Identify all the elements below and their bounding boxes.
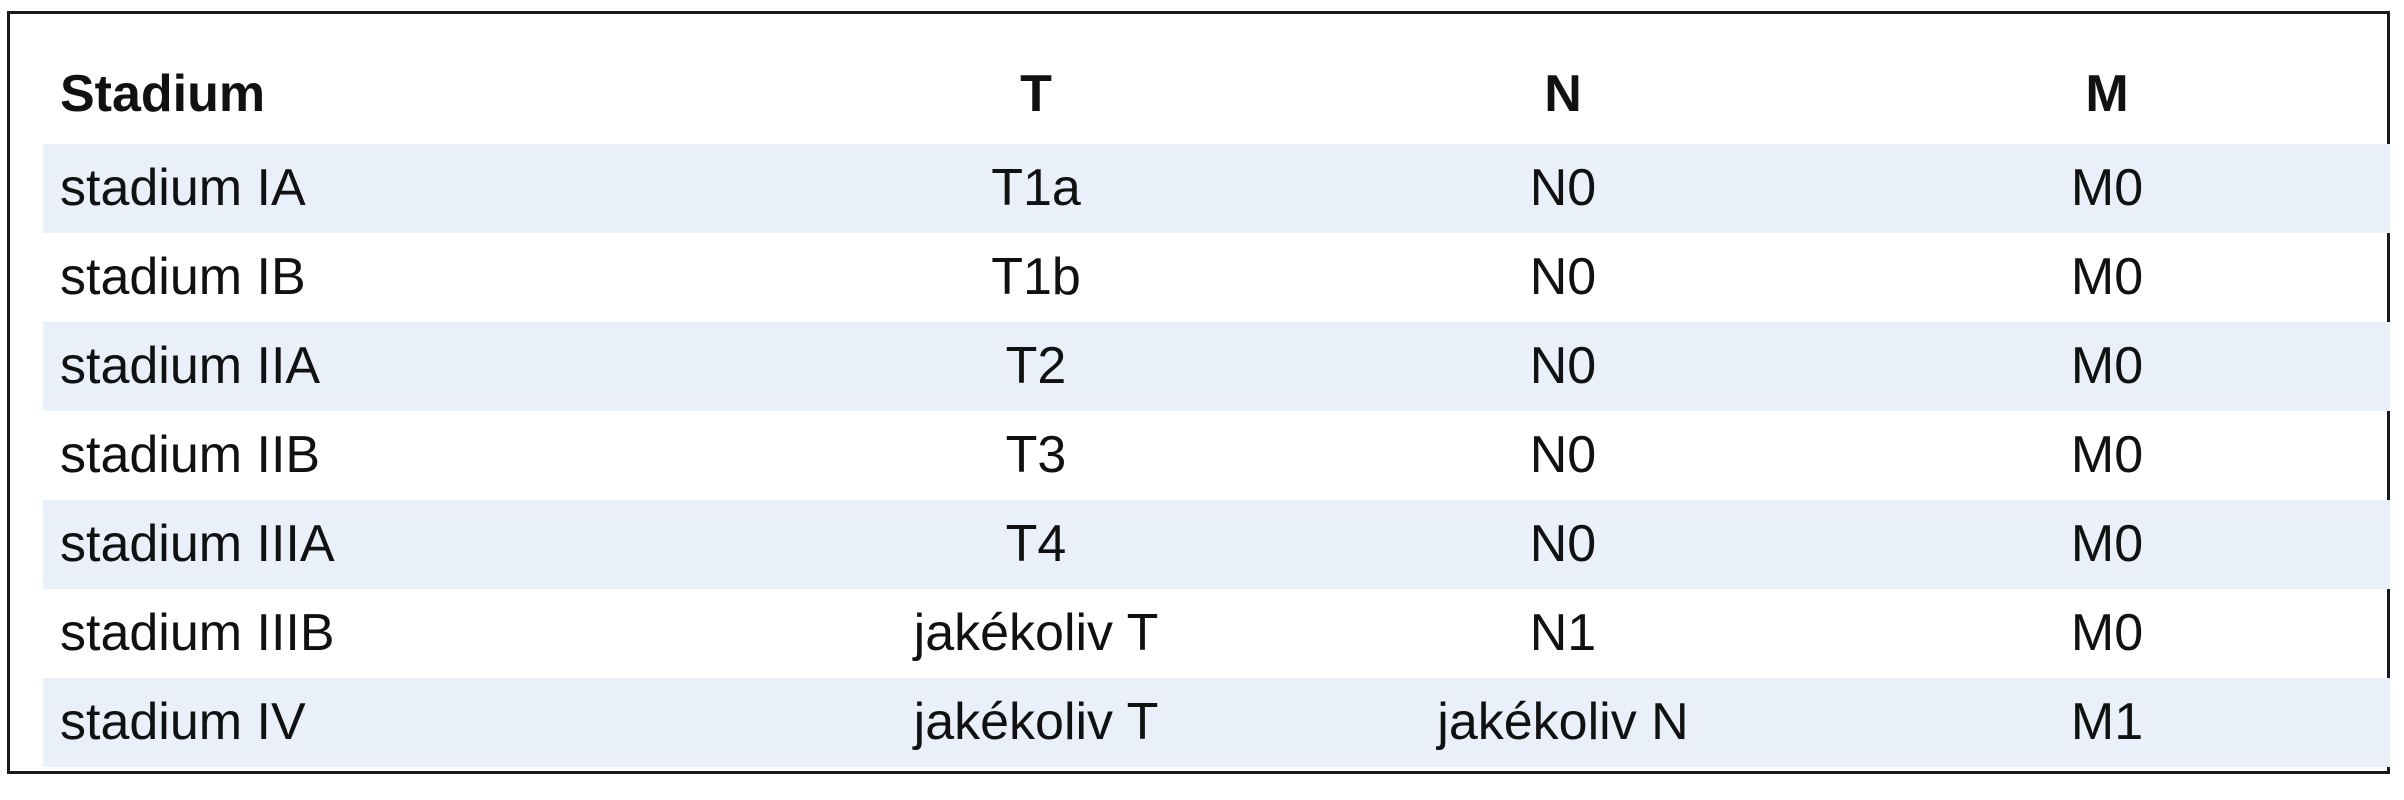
cell-m: M0 <box>1824 589 2390 678</box>
cell-n: N0 <box>1302 233 1824 322</box>
table-row: stadium IV jakékoliv T jakékoliv N M1 <box>43 678 2390 767</box>
cell-t: T1a <box>770 144 1302 233</box>
cell-n: jakékoliv N <box>1302 678 1824 767</box>
cell-m: M1 <box>1824 678 2390 767</box>
header-t: T <box>770 44 1302 144</box>
table-row: stadium IIB T3 N0 M0 <box>43 411 2390 500</box>
header-m: M <box>1824 44 2390 144</box>
cell-n: N0 <box>1302 500 1824 589</box>
cell-stage: stadium IIIB <box>43 589 770 678</box>
cell-m: M0 <box>1824 411 2390 500</box>
table-row: stadium IA T1a N0 M0 <box>43 144 2390 233</box>
cell-t: jakékoliv T <box>770 589 1302 678</box>
cell-m: M0 <box>1824 233 2390 322</box>
header-n: N <box>1302 44 1824 144</box>
cell-stage: stadium IIIA <box>43 500 770 589</box>
cell-n: N0 <box>1302 411 1824 500</box>
cell-t: jakékoliv T <box>770 678 1302 767</box>
cell-n: N1 <box>1302 589 1824 678</box>
table-row: stadium IIIB jakékoliv T N1 M0 <box>43 589 2390 678</box>
header-stage: Stadium <box>43 44 770 144</box>
cell-stage: stadium IIA <box>43 322 770 411</box>
staging-table: Stadium T N M stadium IA T1a N0 M0 stadi… <box>43 44 2390 767</box>
cell-m: M0 <box>1824 144 2390 233</box>
cell-t: T1b <box>770 233 1302 322</box>
cell-stage: stadium IB <box>43 233 770 322</box>
cell-m: M0 <box>1824 322 2390 411</box>
cell-t: T2 <box>770 322 1302 411</box>
table-row: stadium IIA T2 N0 M0 <box>43 322 2390 411</box>
cell-stage: stadium IA <box>43 144 770 233</box>
table-row: stadium IB T1b N0 M0 <box>43 233 2390 322</box>
cell-n: N0 <box>1302 322 1824 411</box>
table-header-row: Stadium T N M <box>43 44 2390 144</box>
cell-stage: stadium IV <box>43 678 770 767</box>
cell-stage: stadium IIB <box>43 411 770 500</box>
cell-n: N0 <box>1302 144 1824 233</box>
cell-t: T3 <box>770 411 1302 500</box>
cell-t: T4 <box>770 500 1302 589</box>
cell-m: M0 <box>1824 500 2390 589</box>
table-row: stadium IIIA T4 N0 M0 <box>43 500 2390 589</box>
